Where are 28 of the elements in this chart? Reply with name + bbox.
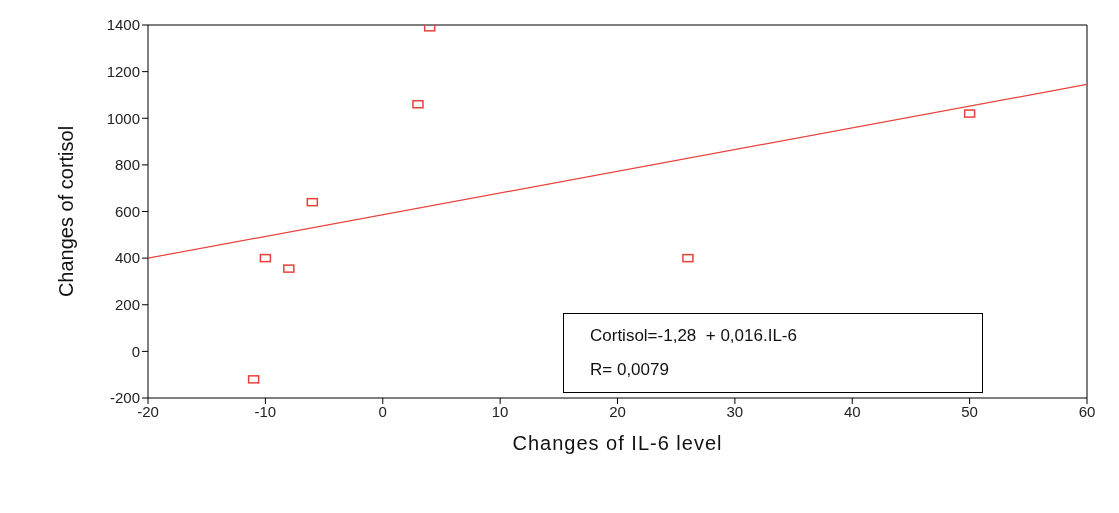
point [412,100,424,109]
point [682,253,694,263]
y-tick-label: 1400 [106,16,140,34]
y-tick-label: 0 [131,342,140,360]
y-tick-label: 600 [114,202,140,220]
x-tick-label: 30 [726,402,744,420]
x-tick-label: 10 [491,402,509,420]
x-tick-label: -10 [254,402,277,420]
point [283,264,295,273]
y-tick-label: 200 [114,296,140,314]
annotation: Cortisol=-1,28 + 0,016.IL-6 [590,326,798,346]
y-axis-title: Changes of cortisol [55,125,78,298]
x-axis-title: Changes of IL-6 level [512,432,723,454]
y-tick-label: -200 [109,389,140,407]
y-tick-label: 1200 [106,62,140,80]
y-tick-label: 1000 [106,109,140,127]
point [306,197,319,207]
y-tick-label: 800 [114,156,140,174]
text-box: Cortisol=-1,28 + 0,016.IL-6 R= 0,0079 [563,313,983,393]
x-tick-label: 60 [1078,402,1096,420]
x-tick-label: 50 [961,402,978,420]
annotation: R= 0,0079 [590,360,670,380]
x-tick-label: 20 [609,402,626,420]
point [259,253,272,263]
x-tick-label: 40 [843,402,861,420]
x-tick-label: 0 [378,402,387,420]
y-tick-label: 400 [114,249,140,267]
x-tick-label: -20 [137,402,159,420]
